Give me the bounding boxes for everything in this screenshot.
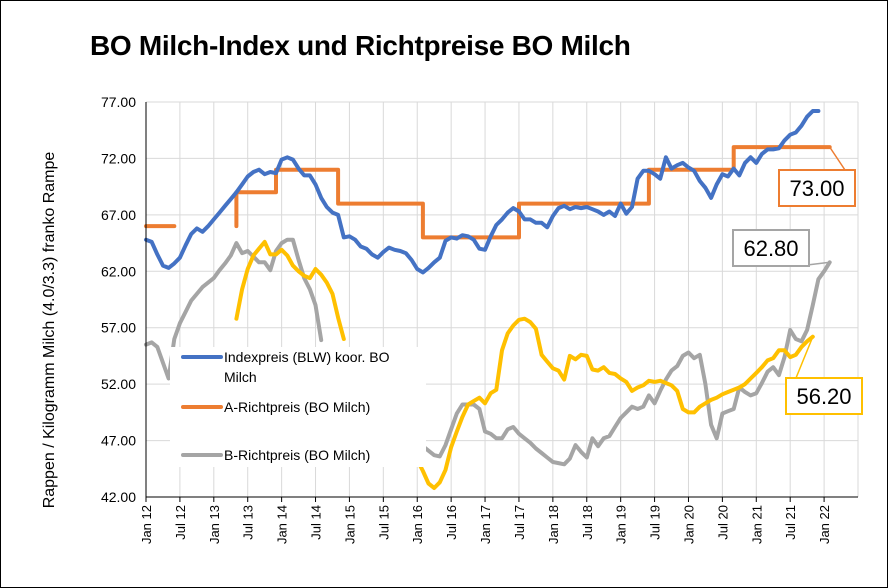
series-line-b-richtpreis: [409, 260, 832, 467]
series-line-a-richtpreis: [234, 145, 832, 240]
callout-yellow-leader: [795, 336, 814, 379]
legend-label-b: B-Richtpreis (BO Milch): [224, 447, 370, 463]
x-tick-label: Jul 16: [444, 505, 459, 540]
x-tick-label: Jan 21: [749, 505, 764, 544]
callouts: 73.00 62.80 56.20: [732, 146, 863, 415]
callout-a-richtpreis-box: [778, 169, 856, 207]
callout-yellow-box: [785, 377, 863, 415]
y-tick-label: 77.00: [101, 94, 136, 110]
x-tick-label: Jan 18: [546, 505, 561, 544]
legend-label-index-line2: Milch: [224, 369, 257, 385]
x-tick-label: Jan 17: [478, 505, 493, 544]
x-tick-label: Jan 15: [342, 505, 357, 544]
legend-label-index-line1: Indexpreis (BLW) koor. BO: [224, 349, 390, 365]
callout-b-richtpreis-value: 62.80: [743, 236, 798, 261]
x-tick-label: Jul 13: [241, 505, 256, 540]
x-tick-label: Jul 14: [309, 505, 324, 540]
x-tick-label: Jan 13: [207, 505, 222, 544]
x-tick-label: Jan 19: [614, 505, 629, 544]
x-tick-label: Jan 12: [139, 505, 154, 544]
x-tick-label: Jan 22: [817, 505, 832, 544]
x-tick-label: Jul 18: [580, 505, 595, 540]
x-tick-label: Jul 19: [648, 505, 663, 540]
x-tick-label: Jul 20: [715, 505, 730, 540]
callout-a-richtpreis-leader: [829, 146, 846, 171]
series-line-index: [144, 109, 821, 275]
y-tick-label: 42.00: [101, 489, 136, 505]
x-tick-label: Jul 17: [512, 505, 527, 540]
x-tick-label: Jul 12: [173, 505, 188, 540]
y-tick-label: 47.00: [101, 433, 136, 449]
y-tick-label: 62.00: [101, 263, 136, 279]
x-tick-label: Jul 21: [783, 505, 798, 540]
chart-title: BO Milch-Index und Richtpreise BO Milch: [90, 30, 631, 61]
series-line-yellow: [234, 239, 346, 341]
x-tick-label: Jan 14: [275, 505, 290, 544]
callout-b-richtpreis-box: [732, 229, 810, 267]
legend: Indexpreis (BLW) koor. BO Milch A-Richtp…: [170, 347, 426, 467]
x-tick-label: Jul 15: [376, 505, 391, 540]
callout-a-richtpreis-value: 73.00: [789, 176, 844, 201]
callout-yellow-value: 56.20: [796, 384, 851, 409]
series-line-yellow: [409, 316, 815, 490]
y-tick-label: 72.00: [101, 150, 136, 166]
y-tick-label: 57.00: [101, 320, 136, 336]
series-lines: [144, 109, 832, 490]
y-tick-label: 52.00: [101, 376, 136, 392]
axes: 42.00 47.00 52.00 57.00 62.00 67.00 72.00 77.00…: [101, 94, 859, 544]
legend-label-a: A-Richtpreis (BO Milch): [224, 399, 370, 415]
y-tick-label: 67.00: [101, 207, 136, 223]
series-line-b-richtpreis: [144, 237, 324, 381]
x-tick-label: Jan 20: [681, 505, 696, 544]
x-tick-label: Jan 16: [410, 505, 425, 544]
